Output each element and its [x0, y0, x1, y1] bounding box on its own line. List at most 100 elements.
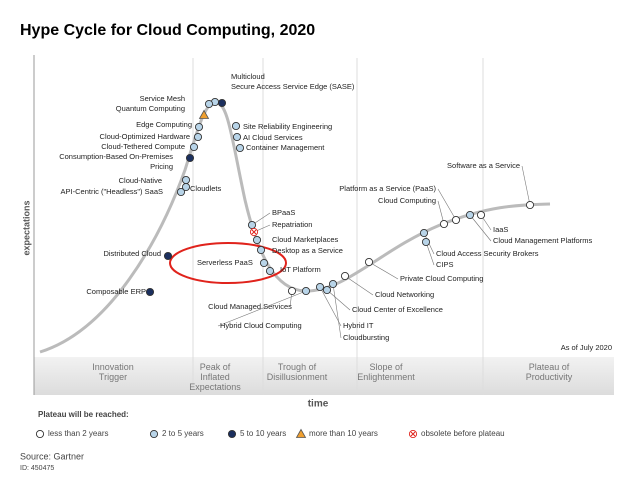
leader-line [319, 286, 342, 327]
leader-line [332, 283, 342, 339]
node-label: Service Mesh [140, 94, 185, 103]
marker [328, 279, 338, 289]
x-axis-label: time [308, 399, 329, 410]
node-label: Cloud-Native [119, 176, 162, 185]
marker [421, 237, 431, 247]
node-label: Composable ERP [86, 287, 146, 296]
node-label: Multicloud [231, 72, 265, 81]
leader-line [368, 261, 399, 280]
marker [247, 220, 257, 230]
legend-label: 2 to 5 years [162, 429, 204, 438]
marker [232, 132, 242, 142]
phase-label: Slope of Enlightenment [357, 362, 415, 382]
node-label: IoT Platform [280, 265, 321, 274]
node-label: Cloud Center of Excellence [352, 305, 443, 314]
marker-x [251, 229, 257, 235]
phase-dividers [192, 58, 484, 395]
node-label: Cloud Networking [375, 290, 434, 299]
leader-line [437, 188, 457, 221]
leader-line [521, 165, 531, 206]
marker [149, 429, 159, 439]
marker [231, 121, 241, 131]
legend-label: obsolete before plateau [421, 429, 505, 438]
marker [217, 98, 227, 108]
node-label: AI Cloud Services [243, 133, 303, 142]
node-label: Cloud-Tethered Compute [101, 142, 185, 151]
node-label: Quantum Computing [116, 104, 185, 113]
marker [287, 286, 297, 296]
doc-id: ID: 450475 [20, 465, 54, 472]
title: Hype Cycle for Cloud Computing, 2020 [20, 22, 315, 39]
marker [35, 429, 45, 439]
marker [227, 429, 237, 439]
marker [181, 182, 191, 192]
legend-label: less than 2 years [48, 429, 108, 438]
marker [419, 228, 429, 238]
node-label: Platform as a Service (PaaS) [339, 184, 436, 193]
node-label: Serverless PaaS [197, 258, 253, 267]
node-label: IaaS [493, 225, 508, 234]
hype-curve [39, 100, 551, 354]
phase-label: Trough of Disillusionment [266, 362, 328, 382]
marker [465, 210, 475, 220]
node-label: Container Management [246, 143, 325, 152]
node-label: Cloudlets [190, 184, 222, 193]
marker [451, 215, 461, 225]
node-label: Consumption-Based On-Premises [59, 152, 173, 161]
marker [265, 266, 275, 276]
node-label: Repatriation [272, 220, 312, 229]
phase-label: Peak of Inflated Expectations [189, 362, 241, 392]
legend-title: Plateau will be reached: [38, 410, 129, 419]
node-label: BPaaS [272, 208, 295, 217]
node-label: Cloud Managed Services [208, 302, 292, 311]
marker [198, 109, 210, 119]
node-label: Hybrid IT [343, 321, 374, 330]
marker [315, 282, 325, 292]
node-label: Cloud Computing [378, 196, 436, 205]
marker [322, 285, 332, 295]
as-of: As of July 2020 [561, 343, 612, 352]
legend-label: more than 10 years [309, 429, 378, 438]
marker [525, 200, 535, 210]
marker [181, 175, 191, 185]
marker [189, 142, 199, 152]
marker [439, 219, 449, 229]
leader-line [217, 290, 307, 327]
node-label: Desktop as a Service [272, 246, 343, 255]
marker [256, 245, 266, 255]
node-label: Secure Access Service Edge (SASE) [231, 82, 355, 91]
node-label: Software as a Service [447, 161, 520, 170]
marker [194, 122, 204, 132]
leader-line [469, 214, 492, 242]
node-label: CIPS [436, 260, 454, 269]
marker [163, 251, 173, 261]
leader-line [326, 289, 351, 311]
phase-label: Plateau of Productivity [525, 362, 573, 382]
node-label: Cloud Access Security Brokers [436, 249, 539, 258]
marker [476, 210, 486, 220]
marker [193, 132, 203, 142]
marker [340, 271, 350, 281]
node-label: Cloud-Optimized Hardware [100, 132, 190, 141]
node-label: Private Cloud Computing [400, 274, 483, 283]
phase-band [34, 357, 614, 395]
y-axis-label: expectations [21, 200, 31, 255]
node-label: Hybrid Cloud Computing [220, 321, 302, 330]
leader-line [344, 275, 374, 296]
marker [364, 257, 374, 267]
marker [235, 143, 245, 153]
node-label: Distributed Cloud [103, 249, 161, 258]
marker [252, 235, 262, 245]
node-label: Cloudbursting [343, 333, 389, 342]
marker [185, 153, 195, 163]
phase-label: Innovation Trigger [92, 362, 134, 382]
node-label: API-Centric ("Headless") SaaS [61, 187, 163, 196]
marker [301, 286, 311, 296]
marker [259, 258, 269, 268]
marker [295, 428, 307, 438]
legend-label: 5 to 10 years [240, 429, 286, 438]
source: Source: Gartner [20, 451, 84, 461]
leader-line [425, 241, 435, 266]
